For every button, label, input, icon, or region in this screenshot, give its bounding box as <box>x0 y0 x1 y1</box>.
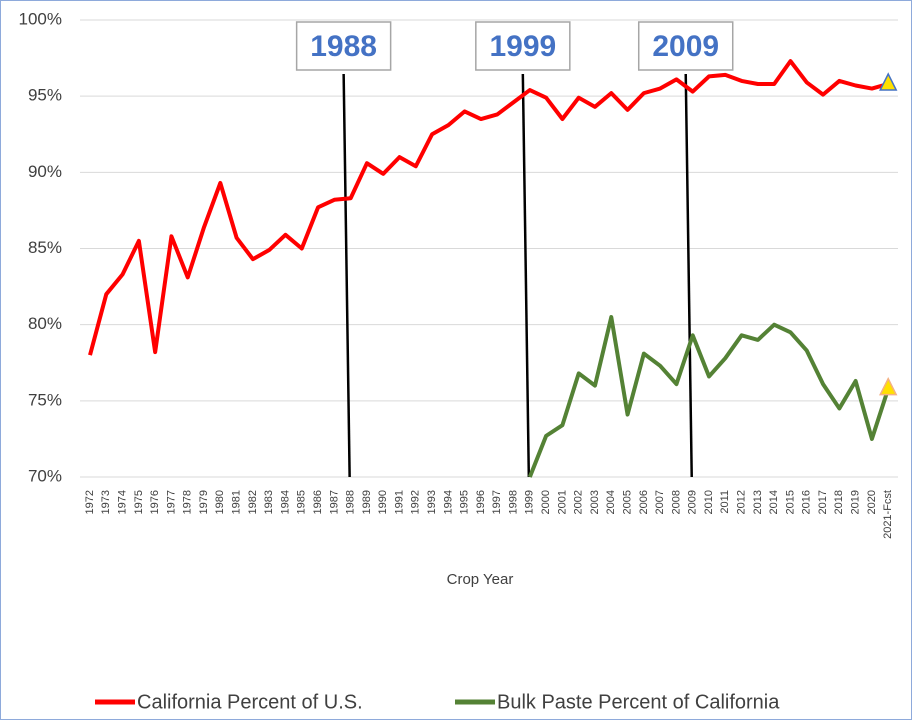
x-axis-title: Crop Year <box>447 571 514 588</box>
x-tick-label: 1978 <box>182 490 194 514</box>
x-tick-label: 1996 <box>475 490 487 514</box>
x-tick-label: 2001 <box>556 490 568 514</box>
x-tick-label: 2004 <box>605 490 617 514</box>
x-tick-label: 2006 <box>638 490 650 514</box>
x-tick-label: 1980 <box>214 490 226 514</box>
annotation-label: 1999 <box>489 30 556 63</box>
y-tick-label: 75% <box>28 390 62 409</box>
x-tick-label: 2013 <box>752 490 764 514</box>
x-tick-label: 2003 <box>589 490 601 514</box>
y-tick-label: 100% <box>19 9 62 28</box>
x-tick-label: 1981 <box>231 490 243 514</box>
x-tick-label: 2015 <box>784 490 796 514</box>
x-tick-label: 1992 <box>410 490 422 514</box>
x-tick-label: 1988 <box>345 490 357 514</box>
annotation-box <box>295 21 392 71</box>
x-tick-label: 1973 <box>100 490 112 514</box>
y-tick-label: 90% <box>28 162 62 181</box>
x-tick-label: 1979 <box>198 490 210 514</box>
x-tick-label: 2016 <box>801 490 813 514</box>
x-tick-label: 2007 <box>654 490 666 514</box>
series-line <box>527 315 891 478</box>
x-tick-label: 2008 <box>670 490 682 514</box>
y-tick-label: 85% <box>28 238 62 257</box>
x-tick-label: 2011 <box>719 490 731 514</box>
x-tick-label: 1982 <box>247 490 259 514</box>
annotation-box <box>475 21 571 71</box>
annotation-box <box>637 21 734 71</box>
x-tick-label: 1974 <box>116 490 128 514</box>
x-tick-label: 2002 <box>573 490 585 514</box>
x-tick-label: 1990 <box>377 490 389 514</box>
x-tick-label: 2014 <box>768 490 780 514</box>
x-tick-label: 1986 <box>312 490 324 514</box>
x-tick-label: 2009 <box>687 490 699 514</box>
x-tick-label: 1994 <box>442 490 454 514</box>
y-tick-label: 80% <box>28 314 62 333</box>
x-tick-label: 2005 <box>621 490 633 514</box>
forecast-marker <box>878 376 898 396</box>
x-tick-label: 1983 <box>263 490 275 514</box>
x-tick-label: 1972 <box>84 490 96 514</box>
x-tick-label: 2019 <box>850 490 862 514</box>
x-tick-label: 1995 <box>459 490 471 514</box>
annotation-line <box>684 73 693 478</box>
x-tick-label: 2000 <box>540 490 552 514</box>
x-tick-label: 1975 <box>133 490 145 514</box>
x-tick-label: 1977 <box>165 490 177 514</box>
annotation-label: 2009 <box>652 30 719 63</box>
annotation-label: 1988 <box>310 30 377 63</box>
x-tick-label: 2021-Fcst <box>882 490 894 539</box>
legend-label: Bulk Paste Percent of California <box>497 691 780 713</box>
x-tick-label: 1997 <box>491 490 503 514</box>
annotation-line <box>521 73 531 478</box>
x-tick-label: 1985 <box>296 490 308 514</box>
x-tick-label: 1999 <box>524 490 536 514</box>
x-tick-label: 1993 <box>426 490 438 514</box>
x-tick-label: 1991 <box>393 490 405 514</box>
y-tick-label: 70% <box>28 466 62 485</box>
series-line <box>88 59 889 356</box>
x-tick-label: 2020 <box>866 490 878 514</box>
forecast-marker <box>878 72 898 91</box>
x-tick-label: 1998 <box>507 490 519 514</box>
x-tick-label: 2017 <box>817 490 829 514</box>
x-tick-label: 2010 <box>703 490 715 514</box>
x-tick-label: 1989 <box>361 490 373 514</box>
y-tick-label: 95% <box>28 86 62 105</box>
annotation-line <box>342 73 351 478</box>
x-tick-label: 1987 <box>328 490 340 514</box>
x-tick-label: 2012 <box>736 490 748 514</box>
x-tick-label: 1984 <box>279 490 291 514</box>
x-tick-label: 2018 <box>833 490 845 514</box>
legend-label: California Percent of U.S. <box>137 691 363 713</box>
x-tick-label: 1976 <box>149 490 161 514</box>
